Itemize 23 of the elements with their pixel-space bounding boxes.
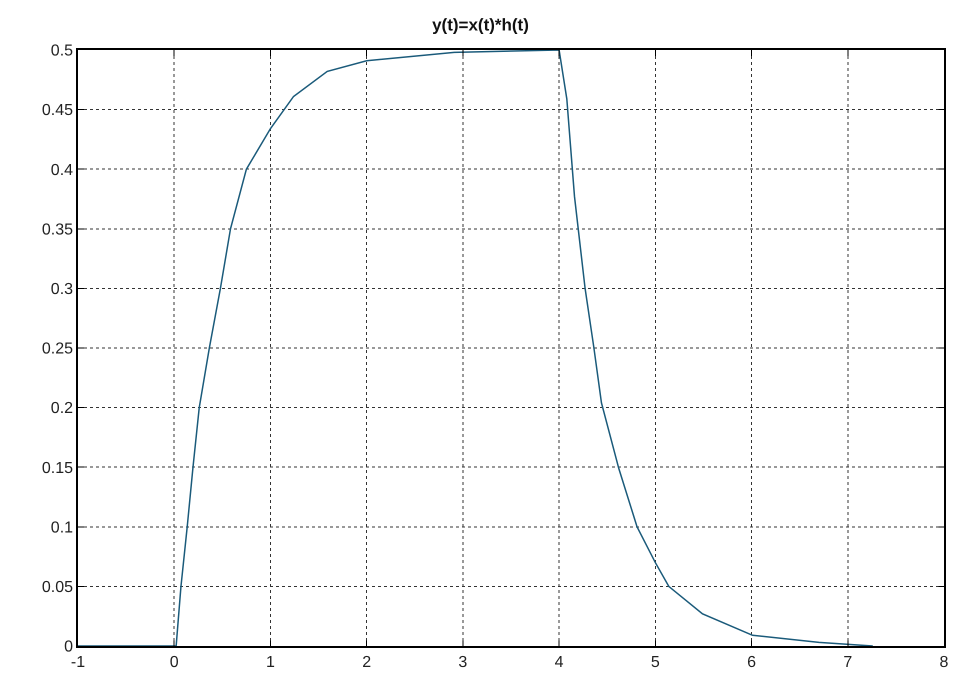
x-tick-label: 1 xyxy=(266,654,275,671)
y-tick-label: 0.05 xyxy=(42,579,74,596)
y-tick-label: 0 xyxy=(64,638,74,656)
y-tick-label: 0.1 xyxy=(50,519,74,536)
x-tick-label: 3 xyxy=(458,654,468,671)
x-tick-label: 2 xyxy=(362,654,372,671)
y-tick-label: 0.5 xyxy=(50,42,74,60)
x-tick-label: 4 xyxy=(554,654,564,671)
x-tick-label: 7 xyxy=(843,654,852,671)
y-tick-label: 0.25 xyxy=(42,340,74,358)
y-tick-label: 0.45 xyxy=(42,102,74,120)
y-tick-label: 0.15 xyxy=(42,460,74,477)
line-series xyxy=(78,50,874,646)
y-tick-label: 0.2 xyxy=(50,400,74,418)
chart-title: y(t)=x(t)*h(t) xyxy=(432,15,529,34)
y-tick-label: 0.3 xyxy=(50,281,74,298)
x-tick-label: 0 xyxy=(170,654,179,671)
x-tick-label: 8 xyxy=(940,654,949,671)
x-tick-label: -1 xyxy=(70,654,86,671)
x-tick-label: 6 xyxy=(747,654,756,671)
y-tick-label: 0.4 xyxy=(50,162,74,179)
x-tick-label: 5 xyxy=(650,654,660,671)
y-tick-label: 0.35 xyxy=(42,221,74,238)
